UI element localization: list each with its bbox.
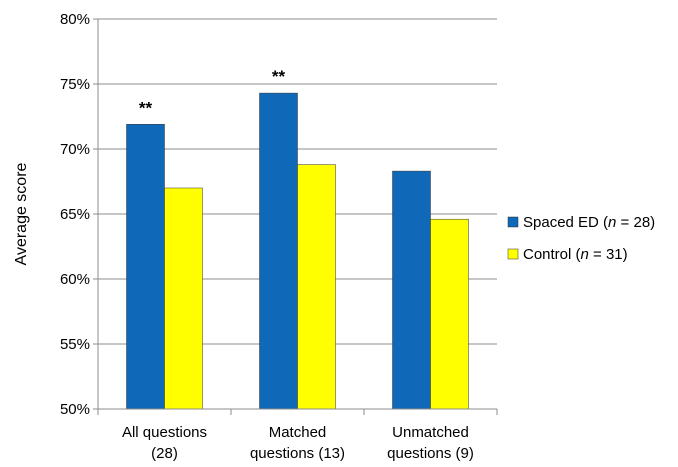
y-tick-label: 60% <box>60 271 90 288</box>
legend: Spaced ED (n = 28) Control (n = 31) <box>507 214 655 263</box>
bar <box>392 170 431 410</box>
significance-annotation: ** <box>139 98 153 117</box>
y-tick-label: 70% <box>60 141 90 158</box>
bar <box>126 124 165 410</box>
y-tick-label: 50% <box>60 401 90 418</box>
significance-annotation: ** <box>272 67 286 86</box>
x-tick-label: All questions <box>122 424 207 441</box>
bar <box>430 218 469 410</box>
y-axis-ticks: 50% 55% 60% 65% 70% 75% 80% <box>60 11 98 418</box>
x-tick-label: questions (9) <box>387 445 474 462</box>
y-tick-label: 65% <box>60 206 90 223</box>
legend-entry: Spaced ED (n = 28) <box>523 214 655 231</box>
legend-swatch <box>507 248 519 260</box>
annotations: ** ** <box>139 67 286 117</box>
y-tick-label: 55% <box>60 336 90 353</box>
bars <box>126 92 469 410</box>
bar <box>297 164 336 410</box>
bar <box>164 187 203 410</box>
x-tick-label: (28) <box>151 445 178 462</box>
x-tick-label: Unmatched <box>392 424 469 441</box>
x-tick-label: Matched <box>269 424 327 441</box>
y-axis-label: Average score <box>13 162 30 265</box>
x-tick-label: questions (13) <box>250 445 345 462</box>
bar <box>259 92 298 410</box>
y-tick-label: 80% <box>60 11 90 28</box>
y-tick-label: 75% <box>60 76 90 93</box>
x-axis: All questions (28) Matched questions (13) Un… <box>97 19 498 462</box>
legend-entry: Control (n = 31) <box>523 246 628 263</box>
legend-swatch <box>507 216 519 228</box>
